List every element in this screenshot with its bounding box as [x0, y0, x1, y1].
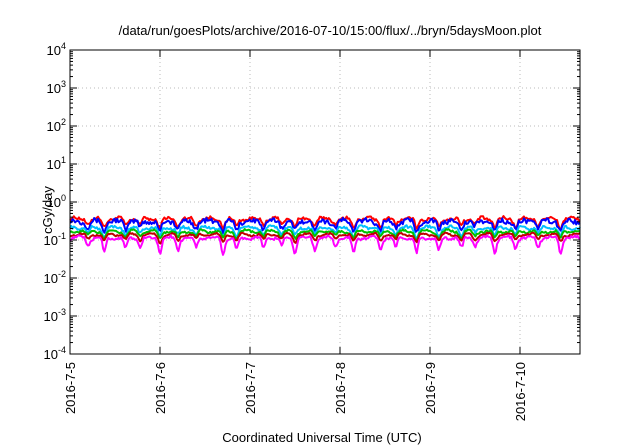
- series-line: [69, 234, 581, 256]
- x-tick-label: 2016-7-8: [333, 362, 348, 414]
- y-axis: 10-4 10-3 10-2 10-1 100 101 102 103 104: [44, 41, 580, 362]
- y-tick-label: 102: [47, 117, 66, 134]
- y-tick-label: 104: [47, 41, 66, 58]
- series-line: [69, 231, 581, 245]
- y-tick-label: 101: [47, 155, 66, 172]
- x-tick-label: 2016-7-9: [423, 362, 438, 414]
- series-line: [69, 228, 581, 242]
- x-tick-label: 2016-7-6: [153, 362, 168, 414]
- y-tick-label: 10-3: [44, 307, 66, 324]
- chart-title: /data/run/goesPlots/archive/2016-07-10/1…: [119, 23, 542, 38]
- y-axis-label: cGy/day: [40, 186, 55, 234]
- y-tick-label: 10-4: [44, 345, 66, 362]
- x-axis-label: Coordinated Universal Time (UTC): [222, 430, 421, 445]
- series-group: [69, 215, 581, 256]
- y-tick-label: 103: [47, 79, 66, 96]
- x-tick-label: 2016-7-10: [513, 362, 528, 421]
- series-line: [69, 216, 581, 236]
- x-axis: 2016-7-5 2016-7-6 2016-7-7 2016-7-8 2016-7-9…: [63, 50, 528, 421]
- x-tick-label: 2016-7-7: [243, 362, 258, 414]
- series-line: [69, 224, 581, 239]
- y-tick-label: 10-2: [44, 269, 66, 286]
- x-tick-label: 2016-7-5: [63, 362, 78, 414]
- y-tick-label: 100: [47, 193, 66, 210]
- series-line: [69, 215, 581, 232]
- y-tick-label: 10-1: [44, 231, 66, 248]
- grid: [70, 50, 580, 354]
